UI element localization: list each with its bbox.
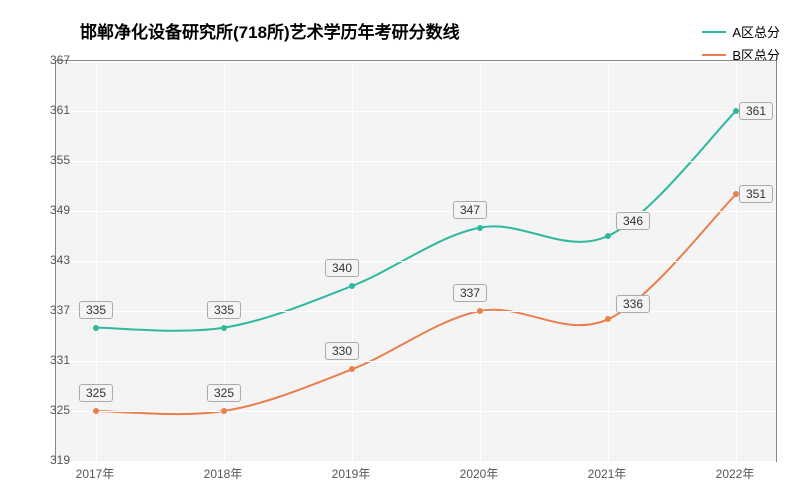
y-tick-label: 325 — [30, 403, 70, 417]
grid-line-h — [56, 461, 776, 462]
grid-line-h — [56, 311, 776, 312]
data-label: 330 — [325, 342, 359, 360]
grid-line-h — [56, 111, 776, 112]
y-tick-label: 337 — [30, 303, 70, 317]
x-tick-label: 2018年 — [204, 465, 243, 482]
y-tick-label: 331 — [30, 353, 70, 367]
data-label: 335 — [207, 301, 241, 319]
x-tick-label: 2020年 — [460, 465, 499, 482]
data-marker — [605, 233, 611, 239]
data-label: 336 — [616, 295, 650, 313]
grid-line-h — [56, 61, 776, 62]
data-marker — [221, 325, 227, 331]
grid-line-h — [56, 211, 776, 212]
grid-line-v — [608, 61, 609, 461]
y-tick-label: 355 — [30, 153, 70, 167]
data-label: 347 — [453, 201, 487, 219]
y-tick-label: 367 — [30, 53, 70, 67]
grid-line-h — [56, 361, 776, 362]
legend-label-a: A区总分 — [732, 22, 780, 41]
chart-container: 邯郸净化设备研究所(718所)艺术学历年考研分数线 A区总分 B区总分 3353… — [0, 0, 800, 500]
data-label: 361 — [739, 102, 773, 120]
data-marker — [93, 325, 99, 331]
data-label: 337 — [453, 284, 487, 302]
grid-line-v — [736, 61, 737, 461]
grid-line-v — [480, 61, 481, 461]
data-label: 325 — [79, 384, 113, 402]
x-tick-label: 2019年 — [332, 465, 371, 482]
x-tick-label: 2021年 — [588, 465, 627, 482]
y-tick-label: 343 — [30, 253, 70, 267]
data-marker — [477, 308, 483, 314]
data-label: 351 — [739, 185, 773, 203]
y-tick-label: 349 — [30, 203, 70, 217]
data-label: 335 — [79, 301, 113, 319]
data-label: 325 — [207, 384, 241, 402]
chart-title: 邯郸净化设备研究所(718所)艺术学历年考研分数线 — [80, 18, 460, 43]
data-marker — [221, 408, 227, 414]
legend-item-a: A区总分 — [702, 22, 780, 41]
data-marker — [349, 366, 355, 372]
data-label: 340 — [325, 259, 359, 277]
data-marker — [477, 225, 483, 231]
plot-area: 335 335 340 347 346 361 325 325 330 337 336 351 — [55, 60, 777, 462]
grid-line-h — [56, 161, 776, 162]
data-marker — [349, 283, 355, 289]
grid-line-h — [56, 261, 776, 262]
data-marker — [93, 408, 99, 414]
grid-line-h — [56, 411, 776, 412]
legend-swatch-b — [702, 54, 726, 56]
x-tick-label: 2017年 — [76, 465, 115, 482]
data-label: 346 — [616, 212, 650, 230]
y-tick-label: 361 — [30, 103, 70, 117]
y-tick-label: 319 — [30, 453, 70, 467]
data-marker — [605, 316, 611, 322]
x-tick-label: 2022年 — [716, 465, 755, 482]
legend-swatch-a — [702, 31, 726, 33]
